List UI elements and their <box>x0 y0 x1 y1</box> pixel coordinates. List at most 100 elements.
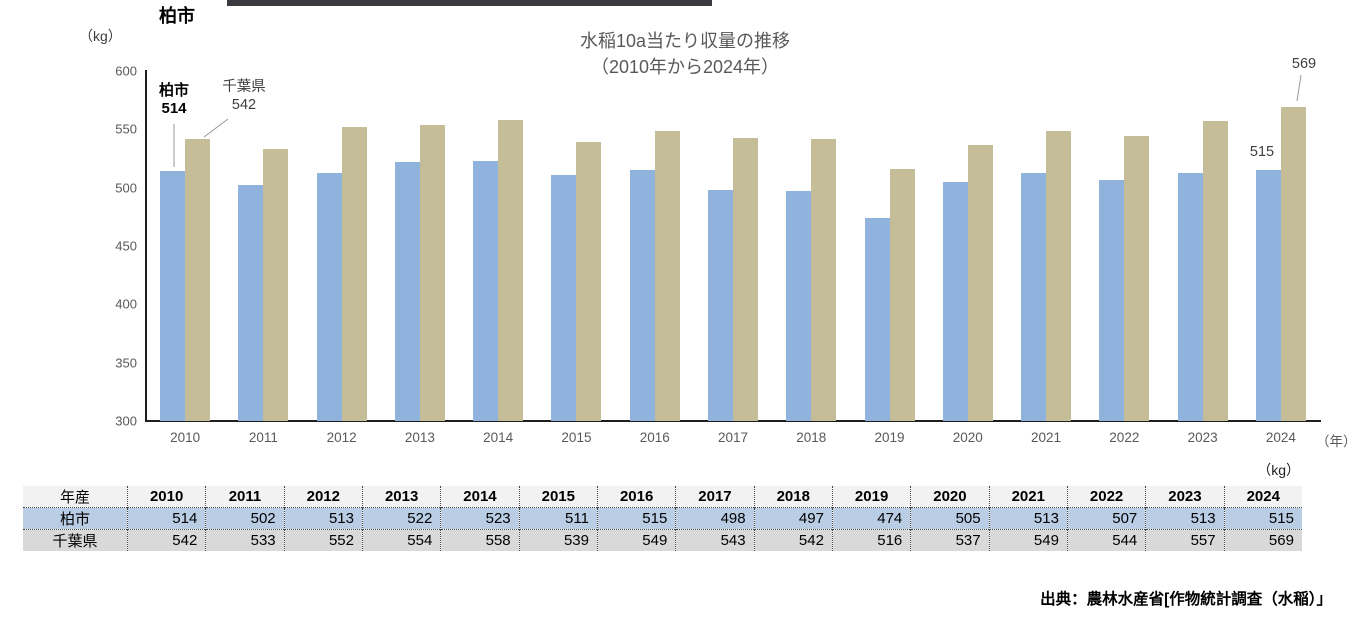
bar-千葉県-2019 <box>889 169 915 421</box>
year-header-cell-2013: 2013 <box>361 486 441 508</box>
data-table-body: 年産 2010 2011 2012 2013 2014 2015 2016 2017 2018 20… <box>23 486 1302 551</box>
bar-柏市-2017 <box>708 190 733 421</box>
bar-柏市-2023 <box>1177 172 1203 421</box>
value-cell-柏市-2014: 523 <box>440 507 520 530</box>
year-header-cell-2017: 2017 <box>675 486 755 508</box>
bar-柏市-2016 <box>629 170 655 421</box>
year-header-cell-2012: 2012 <box>283 486 363 508</box>
table-row-千葉県: 千葉県 542 533 552 554 558 539 549 543 542 516 537 549 5… <box>23 529 1302 551</box>
x-tick-label-2021: 2021 <box>1031 430 1062 445</box>
y-tick-label-550: 550 <box>115 121 137 137</box>
bar-千葉県-2015 <box>576 142 602 421</box>
value-cell-千葉県-2023: 557 <box>1145 529 1225 551</box>
bar-千葉県-2023 <box>1202 121 1228 421</box>
value-cell-柏市-2015: 511 <box>518 507 598 530</box>
bar-柏市-2020 <box>942 181 968 421</box>
value-cell-柏市-2011: 502 <box>205 507 285 530</box>
x-tick-label-2011: 2011 <box>248 430 278 445</box>
bar-千葉県-2016 <box>654 130 680 421</box>
bar-千葉県-2022 <box>1124 136 1150 421</box>
value-cell-千葉県-2010: 542 <box>126 529 206 551</box>
value-cell-柏市-2023: 513 <box>1145 507 1225 530</box>
x-tick-label-2019: 2019 <box>874 430 905 445</box>
value-cell-千葉県-2020: 537 <box>910 529 990 551</box>
value-cell-柏市-2021: 513 <box>988 507 1068 530</box>
value-cell-千葉県-2024: 569 <box>1223 529 1302 551</box>
table-corner-cell: 年産 <box>23 486 128 508</box>
callout-kashiwa-2010: 柏市 514 <box>146 82 202 118</box>
value-cell-千葉県-2019: 516 <box>831 529 911 551</box>
x-tick-label-2018: 2018 <box>796 430 827 445</box>
bar-柏市-2018 <box>786 191 812 421</box>
y-axis-line <box>145 70 147 421</box>
bar-千葉県-2020 <box>967 144 993 421</box>
x-axis-line <box>145 420 1321 422</box>
value-cell-柏市-2013: 522 <box>361 507 441 530</box>
x-tick-label-2020: 2020 <box>952 430 983 445</box>
callout-kashiwa-2024: 515 <box>1249 144 1275 160</box>
bar-柏市-2011 <box>238 185 264 421</box>
bar-柏市-2012 <box>316 172 342 421</box>
bar-柏市-2014 <box>473 160 499 421</box>
x-tick-label-2012: 2012 <box>326 430 357 445</box>
table-unit-label: （kg） <box>1257 462 1300 478</box>
x-tick-label-2023: 2023 <box>1187 430 1218 445</box>
chart-title-line1: 水稲10a当たり収量の推移 <box>579 31 791 51</box>
year-header-cell-2021: 2021 <box>988 486 1068 508</box>
bar-千葉県-2010 <box>185 138 211 421</box>
source-citation: 出典：農林水産省[作物統計調査（水稲）」 <box>1040 591 1332 608</box>
value-cell-柏市-2017: 498 <box>675 507 755 530</box>
callout-chiba-value: 542 <box>231 97 257 113</box>
plot-area: 2010 2011 2012 2013 2014 2015 2016 2017 2018 2019… <box>146 71 1320 445</box>
x-tick-label-2013: 2013 <box>404 430 435 445</box>
row-label-cell: 千葉県 <box>23 529 128 551</box>
x-axis-unit-label: （年） <box>1316 434 1357 449</box>
sheet-corner-title: 柏市 <box>159 6 195 26</box>
value-cell-千葉県-2022: 544 <box>1066 529 1146 551</box>
callout-chiba-2024: 569 <box>1291 56 1317 72</box>
year-header-cell-2016: 2016 <box>596 486 676 508</box>
row-label-cell: 柏市 <box>23 507 128 530</box>
year-header-cell-2019: 2019 <box>831 486 911 508</box>
callout-chiba-2010: 千葉県 542 <box>213 78 275 114</box>
y-tick-label-500: 500 <box>115 180 137 196</box>
value-cell-柏市-2019: 474 <box>831 507 911 530</box>
x-tick-label-2016: 2016 <box>639 430 670 445</box>
bar-千葉県-2024 <box>1280 107 1306 421</box>
y-tick-label-350: 350 <box>115 355 137 371</box>
callout-kashiwa-value: 514 <box>161 100 187 117</box>
value-cell-柏市-2010: 514 <box>126 507 206 530</box>
chart-title: 水稲10a当たり収量の推移 （2010年から2024年） <box>480 28 890 80</box>
bar-千葉県-2011 <box>263 149 289 421</box>
bar-柏市-2010 <box>160 171 186 421</box>
data-table: 年産 2010 2011 2012 2013 2014 2015 2016 2017 2018 20… <box>23 486 1302 551</box>
value-cell-柏市-2024: 515 <box>1223 507 1302 530</box>
value-cell-千葉県-2018: 542 <box>753 529 833 551</box>
x-tick-label-2017: 2017 <box>717 430 749 445</box>
y-tick-label-600: 600 <box>115 63 137 79</box>
bar-柏市-2019 <box>864 218 890 421</box>
value-cell-千葉県-2021: 549 <box>988 529 1068 551</box>
y-tick-label-450: 450 <box>115 238 137 254</box>
y-tick-label-300: 300 <box>115 413 137 429</box>
value-cell-千葉県-2012: 552 <box>283 529 363 551</box>
year-header-cell-2024: 2024 <box>1223 486 1302 508</box>
bar-千葉県-2012 <box>341 127 367 421</box>
bar-柏市-2015 <box>551 174 577 421</box>
table-row-柏市: 柏市 514 502 513 522 523 511 515 498 497 474 505 513 50… <box>23 507 1302 530</box>
year-header-cell-2020: 2020 <box>910 486 990 508</box>
chart-title-line2: （2010年から2024年） <box>590 57 780 77</box>
bar-柏市-2024 <box>1255 170 1281 421</box>
year-header-cell-2022: 2022 <box>1066 486 1146 508</box>
value-cell-柏市-2012: 513 <box>283 507 363 530</box>
x-tick-label-2014: 2014 <box>483 430 514 445</box>
callout-chiba-label: 千葉県 <box>222 79 266 95</box>
bar-柏市-2022 <box>1099 179 1125 421</box>
x-tick-label-2015: 2015 <box>561 430 592 445</box>
y-tick-label-400: 400 <box>115 296 137 312</box>
x-tick-label-2022: 2022 <box>1109 430 1140 445</box>
table-header-row: 年産 2010 2011 2012 2013 2014 2015 2016 2017 2018 20… <box>23 486 1302 508</box>
bar-千葉県-2013 <box>419 124 445 421</box>
bar-千葉県-2021 <box>1046 130 1072 421</box>
